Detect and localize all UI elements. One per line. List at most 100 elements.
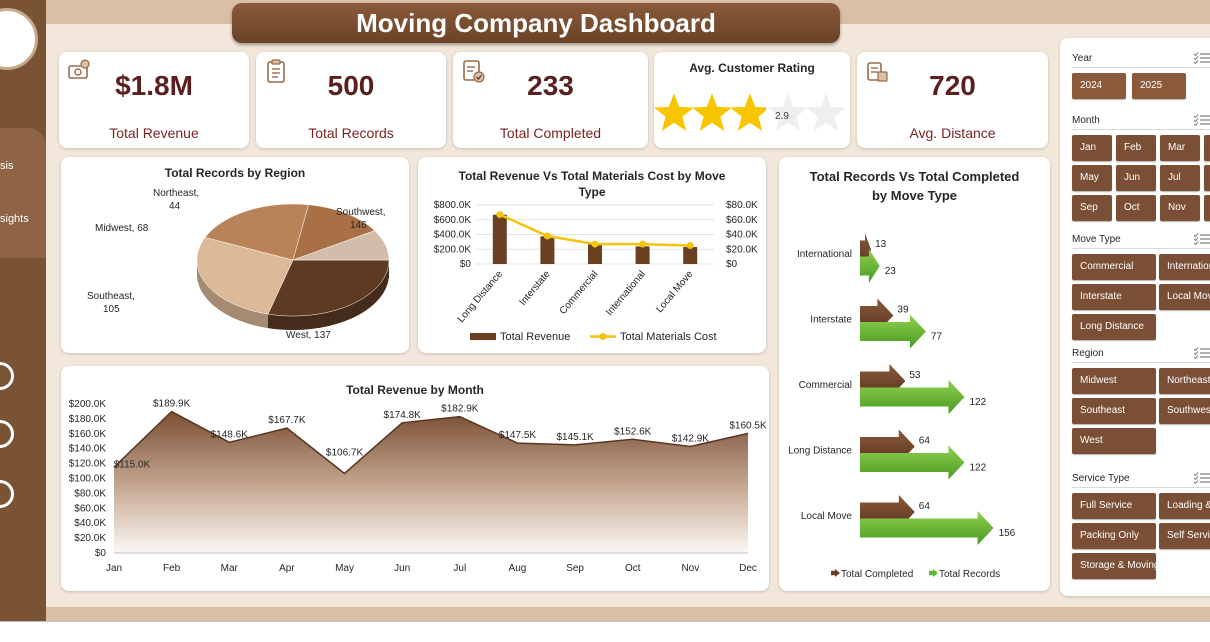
completed-value: 64 bbox=[919, 501, 931, 512]
slicer-button-southwest[interactable]: Southwest bbox=[1159, 398, 1210, 424]
slicer-button-sep[interactable]: Sep bbox=[1072, 195, 1112, 221]
y-tick-label: $40.0K bbox=[74, 518, 106, 529]
nav-button-2[interactable] bbox=[0, 420, 14, 448]
slicer-button-dec[interactable]: Dec bbox=[1204, 195, 1210, 221]
x-tick-label: Feb bbox=[163, 563, 181, 574]
slicer-button-international[interactable]: International bbox=[1159, 254, 1210, 280]
pie-data-label: Midwest, 68 bbox=[95, 223, 149, 234]
multi-select-icon[interactable] bbox=[1194, 52, 1210, 64]
slicer-button-may[interactable]: May bbox=[1072, 165, 1112, 191]
rating-stars: 2.9 bbox=[654, 93, 846, 131]
y-tick-label: $120.0K bbox=[69, 459, 107, 470]
nav-button-1[interactable] bbox=[0, 362, 14, 390]
slicer-button-self-service[interactable]: Self Service bbox=[1159, 523, 1210, 549]
kpi-card-total-revenue: $1.8M Total Revenue bbox=[59, 52, 249, 148]
kpi-label: Avg. Distance bbox=[909, 125, 996, 141]
y2-tick-label: $60.0K bbox=[726, 215, 758, 226]
y-tick-label: $20.0K bbox=[74, 533, 106, 544]
kpi-card-avg-distance: 720 Avg. Distance bbox=[857, 52, 1048, 148]
rating-label: Avg. Customer Rating bbox=[689, 61, 815, 75]
kpi-label: Total Revenue bbox=[109, 125, 199, 141]
multi-select-icon[interactable] bbox=[1194, 347, 1210, 359]
icon-check bbox=[1194, 114, 1199, 119]
completed-value: 64 bbox=[919, 436, 931, 447]
slicer-button-oct[interactable]: Oct bbox=[1116, 195, 1156, 221]
slicer-button-southeast[interactable]: Southeast bbox=[1072, 398, 1156, 424]
slicer-button-feb[interactable]: Feb bbox=[1116, 135, 1156, 161]
category-label: Local Move bbox=[801, 511, 853, 522]
slicer-button-jan[interactable]: Jan bbox=[1072, 135, 1112, 161]
slicer-title-year: Year bbox=[1072, 53, 1093, 64]
slicer-button-storage-moving[interactable]: Storage & Moving bbox=[1072, 553, 1156, 579]
multi-select-icon[interactable] bbox=[1194, 114, 1210, 126]
slicer-button-commercial[interactable]: Commercial bbox=[1072, 254, 1156, 280]
revenue-line bbox=[113, 410, 749, 475]
slicer-button-packing-only[interactable]: Packing Only bbox=[1072, 523, 1156, 549]
slicer-button-apr[interactable]: Apr bbox=[1204, 135, 1210, 161]
slicer-button-aug[interactable]: Aug bbox=[1204, 165, 1210, 191]
data-label: $189.9K bbox=[153, 399, 191, 410]
pie-slice bbox=[196, 237, 294, 315]
revenue-bar bbox=[492, 214, 507, 264]
pie-data-label: Southwest, 146 bbox=[336, 207, 385, 231]
materials-cost-point bbox=[496, 211, 504, 219]
completed-value: 13 bbox=[875, 239, 887, 250]
slicer-button-west[interactable]: West bbox=[1072, 428, 1156, 454]
slicer-button-loading-unloading[interactable]: Loading & Unloading bbox=[1159, 493, 1210, 519]
chart-card-revenue-vs-cost: Total Revenue Vs Total Materials Cost by… bbox=[418, 157, 766, 353]
pie-slice bbox=[292, 230, 390, 261]
slicer-button-long-distance[interactable]: Long Distance bbox=[1072, 314, 1156, 340]
slicer-button-mar[interactable]: Mar bbox=[1160, 135, 1200, 161]
slicer-button-2025[interactable]: 2025 bbox=[1132, 73, 1186, 99]
revenue-area bbox=[114, 411, 748, 553]
data-label: $106.7K bbox=[326, 448, 364, 459]
y-tick-label: $140.0K bbox=[69, 444, 107, 455]
slicer-button-local-move[interactable]: Local Move bbox=[1159, 284, 1210, 310]
kpi-label: Total Records bbox=[308, 125, 394, 141]
rating-value: 2.9 bbox=[775, 111, 789, 122]
y-tick-label: $400.0K bbox=[434, 230, 472, 241]
slicer-button-midwest[interactable]: Midwest bbox=[1072, 368, 1156, 394]
pie-data-label: Southeast, 105 bbox=[87, 291, 135, 315]
icon-check bbox=[1194, 347, 1199, 352]
x-tick-label: Aug bbox=[509, 563, 527, 574]
nav-button-3[interactable] bbox=[0, 480, 14, 508]
slicer-button-nov[interactable]: Nov bbox=[1160, 195, 1200, 221]
multi-select-icon[interactable] bbox=[1194, 233, 1210, 245]
icon-check bbox=[1194, 355, 1199, 359]
chart-title: Total Revenue by Month bbox=[346, 383, 484, 397]
revenue-bar bbox=[540, 236, 555, 264]
x-tick-label: Nov bbox=[681, 563, 699, 574]
chart-title: Total Records by Region bbox=[164, 166, 306, 180]
x-tick-label: May bbox=[335, 563, 354, 574]
pie-slice-side bbox=[268, 260, 389, 330]
rating-star-icon bbox=[654, 93, 694, 131]
label-line: Northeast, bbox=[153, 188, 199, 199]
records-arrow bbox=[860, 249, 880, 283]
legend-swatch-completed bbox=[831, 569, 840, 577]
data-label: $174.8K bbox=[384, 410, 422, 421]
slicer-button-northeast[interactable]: Northeast bbox=[1159, 368, 1210, 394]
x-tick-label: Jun bbox=[394, 563, 410, 574]
x-tick-label: Oct bbox=[625, 563, 641, 574]
slicer-button-jul[interactable]: Jul bbox=[1160, 165, 1200, 191]
slicer-button-full-service[interactable]: Full Service bbox=[1072, 493, 1156, 519]
multi-select-icon[interactable] bbox=[1194, 472, 1210, 484]
rating-star-icon bbox=[806, 93, 846, 131]
legend-label: Total Materials Cost bbox=[620, 331, 717, 343]
icon-check bbox=[1194, 480, 1199, 484]
data-label: $148.6K bbox=[211, 429, 249, 440]
pie-slice-side bbox=[197, 260, 268, 329]
slicer-button-interstate[interactable]: Interstate bbox=[1072, 284, 1156, 310]
pie-slice bbox=[204, 203, 309, 261]
nav-item-analysis[interactable]: sis bbox=[0, 160, 14, 172]
y-tick-label: $180.0K bbox=[69, 414, 107, 425]
pie-data-label: Northeast, 44 bbox=[153, 188, 199, 212]
chart-card-records-vs-completed: Total Records Vs Total Completed by Move… bbox=[779, 157, 1050, 591]
slicer-button-2024[interactable]: 2024 bbox=[1072, 73, 1126, 99]
slicer-title-month: Month bbox=[1072, 115, 1100, 126]
nav-item-insights[interactable]: sights bbox=[0, 213, 29, 225]
materials-cost-point bbox=[686, 242, 694, 250]
slicer-button-jun[interactable]: Jun bbox=[1116, 165, 1156, 191]
icon-check bbox=[1194, 122, 1199, 126]
